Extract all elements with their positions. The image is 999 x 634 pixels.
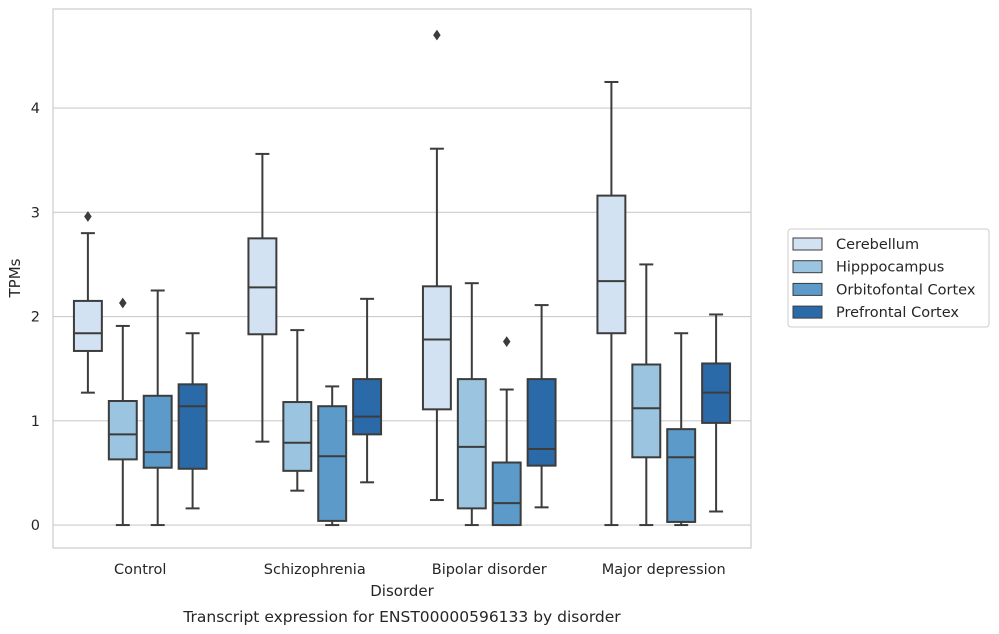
y-tick-labels: 0 1 2 3 4 [31,101,40,534]
box-groups [72,29,732,527]
legend: Cerebellum Hipppocampus Orbitofontal Corte… [787,228,990,328]
y-tick-label: 0 [31,518,40,534]
y-tick-label: 3 [31,205,40,221]
y-axis-label: TPMs [6,258,24,298]
iqr-box [247,237,278,336]
iqr-box [491,461,522,527]
box-orbitofontal-cortex [142,289,173,527]
iqr-box [317,405,348,522]
box-cerebellum [596,80,627,527]
box-cerebellum [247,152,278,443]
iqr-box [666,428,697,523]
outlier-point [119,297,127,309]
x-axis-label: Disorder [370,582,434,600]
outlier-point [433,29,441,41]
iqr-box [631,363,662,459]
x-tick-label: Control [114,562,166,578]
box-hipppocampus [456,282,487,527]
x-tick-labels: Control Schizophrenia Bipolar disorder Majo… [114,562,726,578]
chart-caption: Transcript expression for ENST0000059613… [182,608,621,626]
legend-swatch [792,237,823,251]
iqr-box [352,378,383,436]
x-tick-label: Schizophrenia [264,562,366,578]
legend-swatch [792,305,823,319]
box-prefrontal-cortex [701,313,732,513]
iqr-box [456,378,487,510]
legend-label: Prefrontal Cortex [836,305,959,321]
box-cerebellum [421,29,452,502]
legend-swatch [792,282,823,296]
legend-frame [787,228,990,328]
legend-label: Cerebellum [836,237,919,253]
outlier-point [84,211,92,222]
box-orbitofontal-cortex [317,385,348,527]
plot-area-frame [52,8,752,549]
box-prefrontal-cortex [352,297,383,484]
iqr-box [142,394,173,469]
iqr-box [177,383,208,470]
outlier-point [502,336,511,347]
x-tick-label: Major depression [602,562,726,578]
iqr-box [107,400,138,461]
y-tick-label: 1 [31,414,40,430]
iqr-box [596,194,627,335]
box-orbitofontal-cortex [491,336,522,527]
legend-swatch [792,260,823,274]
iqr-box [72,299,103,352]
iqr-box [526,378,557,467]
box-prefrontal-cortex [177,332,208,510]
y-tick-label: 2 [31,310,40,326]
box-prefrontal-cortex [526,304,557,509]
legend-label: Hipppocampus [836,260,944,276]
legend-label: Orbitofontal Cortex [836,282,976,298]
y-tick-label: 4 [31,101,40,117]
box-cerebellum [72,211,103,394]
box-hipppocampus [631,263,662,527]
box-orbitofontal-cortex [666,332,697,527]
iqr-box [421,285,452,411]
iqr-box [282,401,313,472]
box-hipppocampus [107,297,138,527]
box-hipppocampus [282,329,313,492]
x-tick-label: Bipolar disorder [432,562,547,578]
